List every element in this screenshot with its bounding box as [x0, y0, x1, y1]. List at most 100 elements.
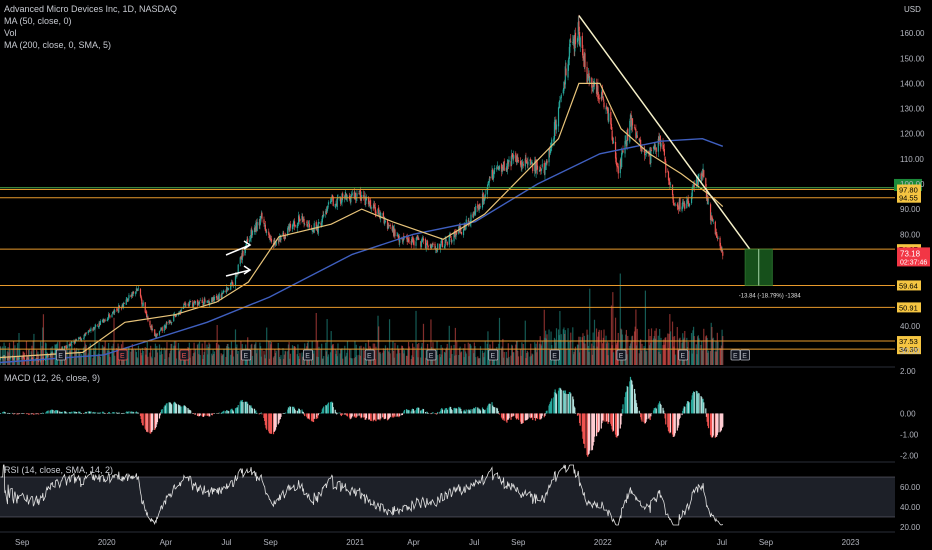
- candle-body: [353, 192, 355, 199]
- volume-bar: [397, 345, 399, 365]
- volume-bar: [475, 357, 477, 365]
- candle-body: [122, 305, 124, 307]
- candle-body: [416, 236, 418, 241]
- candle-body: [635, 129, 637, 139]
- volume-bar: [521, 342, 523, 365]
- macd-bar: [446, 409, 448, 414]
- volume-bar: [450, 350, 452, 365]
- candle-body: [108, 313, 110, 315]
- macd-bar: [350, 413, 353, 418]
- chart-title: Advanced Micro Devices Inc, 1D, NASDAQ: [4, 4, 178, 14]
- candle-body: [88, 330, 91, 332]
- ma200-legend[interactable]: MA (200, close, 0, SMA, 5): [4, 40, 112, 50]
- candle-body: [622, 150, 624, 153]
- volume-bar: [78, 352, 81, 365]
- macd-bar: [142, 413, 144, 426]
- macd-bar: [458, 408, 461, 414]
- volume-bar: [137, 345, 140, 365]
- macd-bar: [231, 408, 233, 414]
- macd-bar: [291, 406, 294, 414]
- candle-body: [288, 226, 290, 231]
- volume-bar: [541, 340, 543, 365]
- candle-body: [707, 202, 710, 204]
- macd-bar: [707, 413, 710, 429]
- volume-bar: [648, 328, 650, 365]
- candle-body: [399, 237, 401, 243]
- macd-bar: [408, 410, 410, 414]
- candle-body: [664, 156, 666, 163]
- macd-bar: [481, 407, 484, 414]
- candle-body: [327, 202, 330, 205]
- candle-body: [420, 241, 423, 248]
- macd-bar: [426, 411, 428, 414]
- macd-bar: [203, 413, 205, 416]
- ma50-legend[interactable]: MA (50, close, 0): [4, 16, 72, 26]
- macd-bar: [551, 398, 553, 414]
- volume-legend[interactable]: Vol: [4, 28, 17, 38]
- macd-bar: [36, 413, 38, 414]
- macd-bar: [638, 410, 640, 414]
- macd-bar: [492, 406, 494, 414]
- macd-bar: [270, 413, 273, 434]
- macd-bar: [160, 412, 162, 414]
- macd-bar: [317, 413, 319, 419]
- volume-bar: [40, 350, 42, 365]
- macd-bar: [640, 413, 642, 418]
- candle-body: [650, 150, 652, 164]
- volume-bar: [327, 354, 330, 365]
- volume-bar: [292, 350, 294, 365]
- candle-body: [198, 301, 201, 304]
- macd-bar: [472, 409, 474, 414]
- volume-bar: [331, 344, 334, 365]
- macd-bar: [126, 412, 129, 414]
- volume-bar: [412, 343, 414, 365]
- candle-body: [175, 315, 177, 317]
- macd-bar: [412, 408, 414, 414]
- macd-bar: [150, 413, 152, 433]
- macd-bar: [521, 413, 524, 423]
- volume-bar: [258, 349, 260, 365]
- volume-bar: [79, 351, 81, 365]
- macd-bar: [3, 411, 5, 414]
- candle-body: [653, 146, 655, 148]
- macd-bar: [644, 413, 647, 424]
- candle-body: [714, 221, 716, 235]
- candle-body: [432, 243, 434, 246]
- candle-body: [303, 218, 305, 224]
- x-axis-label: Apr: [407, 538, 420, 547]
- volume-bar: [429, 358, 431, 365]
- macd-bar: [422, 408, 424, 414]
- volume-bar: [114, 355, 116, 365]
- volume-bar: [175, 341, 177, 365]
- volume-bar: [411, 355, 413, 365]
- macd-bar: [530, 413, 532, 418]
- candle-body: [365, 196, 368, 201]
- macd-bar: [418, 407, 420, 414]
- candle-body: [426, 241, 429, 246]
- macd-bar: [184, 406, 186, 414]
- volume-bar: [720, 345, 723, 365]
- macd-bar: [506, 413, 508, 423]
- volume-bar: [450, 345, 452, 365]
- candle-body: [422, 238, 424, 241]
- x-axis-label: Jul: [469, 538, 479, 547]
- volume-bar: [36, 349, 38, 365]
- candle-body: [190, 301, 192, 302]
- candle-body: [595, 83, 598, 94]
- macd-bar: [448, 407, 450, 414]
- candle-body: [182, 307, 184, 309]
- macd-bar: [646, 413, 648, 420]
- volume-bar: [207, 347, 209, 365]
- currency-label: USD: [904, 5, 921, 14]
- candle-body: [187, 303, 189, 305]
- volume-bar: [391, 347, 393, 365]
- macd-bar: [274, 413, 276, 432]
- rsi-legend[interactable]: RSI (14, close, SMA, 14, 2): [4, 465, 114, 475]
- macd-bar: [322, 407, 324, 414]
- volume-bar: [298, 356, 300, 365]
- volume-bar: [596, 346, 598, 365]
- volume-bar: [112, 343, 114, 365]
- macd-legend[interactable]: MACD (12, 26, close, 9): [4, 373, 101, 383]
- volume-bar: [534, 347, 537, 365]
